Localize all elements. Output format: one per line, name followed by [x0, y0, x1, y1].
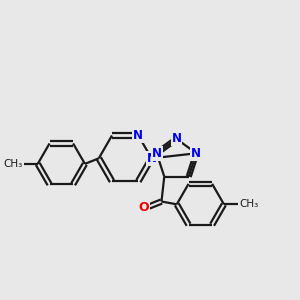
- Text: N: N: [152, 147, 162, 160]
- Text: N: N: [146, 152, 157, 165]
- Text: N: N: [133, 129, 143, 142]
- Text: CH₃: CH₃: [239, 199, 258, 209]
- Text: N: N: [172, 132, 182, 146]
- Text: CH₃: CH₃: [3, 159, 22, 169]
- Text: O: O: [138, 201, 149, 214]
- Text: N: N: [191, 147, 201, 160]
